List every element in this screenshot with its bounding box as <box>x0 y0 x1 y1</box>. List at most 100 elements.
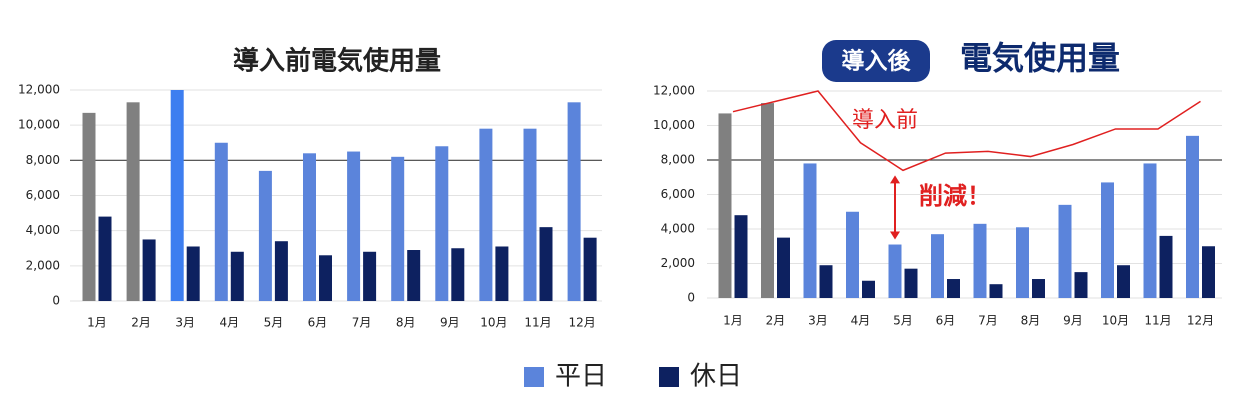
chart-title: 電気使用量 <box>960 39 1120 77</box>
bar <box>142 239 156 301</box>
chart-title: 導入前電気使用量 <box>233 46 441 77</box>
x-tick-label: 2月 <box>131 316 151 330</box>
bar <box>230 251 244 301</box>
bar <box>583 237 597 301</box>
x-tick-label: 10月 <box>1102 314 1129 328</box>
y-tick-label: 12,000 <box>653 84 695 98</box>
bar <box>862 280 875 298</box>
x-tick-label: 9月 <box>1063 314 1083 328</box>
y-tick-label: 6,000 <box>26 188 60 202</box>
bar <box>1058 204 1072 298</box>
bar <box>186 246 200 301</box>
bar <box>82 112 96 301</box>
bar <box>718 113 732 298</box>
bar <box>319 255 332 301</box>
bar <box>495 246 509 301</box>
bar <box>523 128 537 301</box>
legend-swatch <box>659 367 679 387</box>
bar <box>303 153 316 301</box>
bar <box>539 227 553 301</box>
y-tick-label: 4,000 <box>661 222 695 236</box>
x-tick-label: 11月 <box>1144 314 1171 328</box>
y-tick-label: 8,000 <box>26 153 60 167</box>
x-tick-label: 6月 <box>308 316 328 330</box>
y-tick-label: 6,000 <box>661 187 695 201</box>
x-tick-label: 3月 <box>175 316 195 330</box>
bar <box>1032 279 1045 298</box>
y-tick-label: 2,000 <box>661 256 695 270</box>
bar <box>391 156 405 301</box>
bar <box>1117 265 1130 298</box>
bar <box>1159 235 1173 298</box>
bar <box>888 244 902 298</box>
arrow-head <box>890 175 900 184</box>
x-tick-label: 9月 <box>440 316 460 330</box>
x-tick-label: 5月 <box>893 314 913 328</box>
bar <box>479 128 493 301</box>
y-tick-label: 4,000 <box>26 223 60 237</box>
bar <box>846 211 859 298</box>
bar <box>989 284 1003 298</box>
x-tick-label: 4月 <box>851 314 871 328</box>
legend-label: 休日 <box>690 362 742 392</box>
bar <box>761 103 774 298</box>
legend-label: 平日 <box>555 362 607 392</box>
x-tick-label: 8月 <box>396 316 416 330</box>
bar <box>363 251 377 301</box>
bar <box>1143 163 1157 298</box>
legend-swatch <box>524 367 544 387</box>
bar <box>1186 135 1199 298</box>
bar <box>1101 182 1114 298</box>
bar <box>435 146 449 301</box>
bar <box>98 216 112 301</box>
bar <box>777 237 790 298</box>
x-tick-label: 4月 <box>219 316 239 330</box>
x-tick-label: 1月 <box>87 316 107 330</box>
bar <box>274 241 288 301</box>
x-tick-label: 11月 <box>524 316 551 330</box>
title-badge: 導入後 <box>842 48 912 75</box>
bar <box>1202 246 1215 298</box>
x-tick-label: 10月 <box>480 316 507 330</box>
x-tick-label: 6月 <box>936 314 956 328</box>
arrow-head <box>890 231 900 240</box>
y-tick-label: 10,000 <box>18 118 60 132</box>
bar <box>803 163 817 298</box>
x-tick-label: 12月 <box>1187 314 1214 328</box>
bar <box>1074 272 1088 298</box>
bar <box>407 250 421 301</box>
bar <box>973 223 987 298</box>
bar <box>734 215 748 298</box>
x-tick-label: 12月 <box>568 316 595 330</box>
title-badge-bg <box>822 40 930 82</box>
x-tick-label: 7月 <box>352 316 372 330</box>
x-tick-label: 7月 <box>978 314 998 328</box>
x-tick-label: 8月 <box>1021 314 1041 328</box>
bar <box>258 170 272 301</box>
bar <box>904 268 918 298</box>
x-tick-label: 5月 <box>264 316 284 330</box>
x-tick-label: 1月 <box>723 314 743 328</box>
y-tick-label: 0 <box>687 291 695 305</box>
y-tick-label: 10,000 <box>653 118 695 132</box>
bar <box>214 142 228 301</box>
bar <box>567 102 581 301</box>
y-tick-label: 2,000 <box>26 258 60 272</box>
line-series <box>732 90 1201 172</box>
x-tick-label: 3月 <box>808 314 828 328</box>
bar <box>947 279 960 298</box>
annotation: 削減！ <box>919 182 991 210</box>
bar <box>931 234 944 298</box>
line-label: 導入前 <box>852 108 918 133</box>
bar <box>126 102 140 301</box>
y-tick-label: 0 <box>52 294 60 308</box>
bar <box>347 151 361 301</box>
y-tick-label: 12,000 <box>18 83 60 97</box>
x-tick-label: 2月 <box>766 314 786 328</box>
bar <box>451 248 465 301</box>
bar <box>1016 227 1029 298</box>
bar <box>170 90 184 301</box>
bar <box>819 265 833 298</box>
y-tick-label: 8,000 <box>661 153 695 167</box>
